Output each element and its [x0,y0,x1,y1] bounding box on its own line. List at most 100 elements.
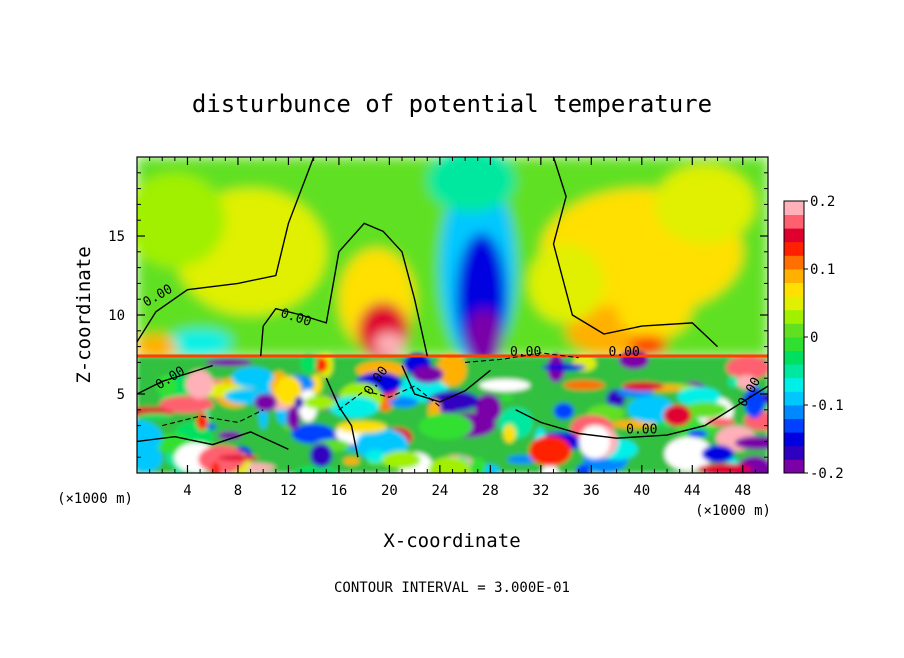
colorbar-swatch [784,377,804,392]
field-blob-lower [274,376,302,406]
colorbar-swatch [784,337,804,351]
heatmap-field [137,157,768,473]
field-blob-lower [218,454,259,461]
x-tick-label: 48 [734,483,751,499]
contour-line [515,385,768,439]
field-blob-lower [411,365,444,384]
field-blob-lower [541,465,559,473]
y-tick-label: 5 [117,387,125,403]
field-blob-lower [579,425,611,459]
contour-lines [137,157,768,458]
colorbar-tick-label: -0.2 [810,466,844,482]
field-blob-upper [528,243,604,323]
x-tick-label: 8 [234,483,242,499]
colorbar-swatch [784,445,804,460]
colorbar-tick-label: -0.1 [810,398,844,414]
contour-label: 0.00 [510,345,541,360]
field-blob-lower [138,413,173,420]
field-blob-upper [427,157,516,213]
x-tick-label: 32 [532,483,549,499]
field-blob-lower [663,404,692,427]
colorbar-swatch [784,323,804,338]
field-blob-upper [137,172,226,268]
y-tick-label: 10 [108,308,125,324]
field-blob-lower [329,396,379,419]
contour-label: 0.00 [626,423,657,438]
interface-strip [137,354,768,358]
colorbar-swatch [784,241,804,256]
field-blob-lower [542,363,587,371]
contour-label: 0.00 [608,345,639,360]
field-blob-upper [374,332,405,355]
field-blob-lower [185,369,214,399]
field-blob-lower [610,420,656,429]
x-unit-label-left: (×1000 m) [57,491,133,507]
colorbar-tick-label: 0 [810,330,818,346]
x-axis-title: X-coordinate [383,530,520,552]
field-blob-lower [137,420,163,454]
field-blob-lower [734,435,768,450]
colorbar-tick-label: 0.1 [810,262,835,278]
field-blob-upper [466,308,502,366]
field-smooth [137,157,768,366]
field-blob-lower [418,413,473,440]
colorbar: 0.2 0.1 0 -0.1 -0.2 [783,194,844,482]
field-blob-lower [365,449,386,463]
x-tick-label: 12 [280,483,297,499]
colorbar-swatch [784,418,804,433]
field-blob-lower [343,457,360,466]
colorbar-swatch [784,214,804,229]
contour-line-dashed [162,409,264,427]
field-blob-lower [677,387,721,407]
colorbar-swatch [784,432,804,447]
field-blob-lower [159,395,214,414]
field-blob-lower [291,423,335,444]
field-blob-lower [196,412,208,430]
field-blob-lower [479,379,531,392]
x-unit-label-right: (×1000 m) [695,503,771,519]
field-blob-lower [553,402,574,420]
field-blob-lower [576,463,591,473]
x-tick-label: 28 [482,483,499,499]
contour-line [401,365,491,403]
x-tick-label: 36 [583,483,600,499]
field-blob-lower [310,443,333,468]
colorbar-swatch [784,282,804,297]
field-blob-lower [701,445,735,463]
field-blob-lower [500,394,514,401]
field-blob-lower [470,457,486,473]
colorbar-swatch [784,201,804,215]
x-tick-label: 44 [684,483,701,499]
field-blob-upper [629,335,668,355]
colorbar-swatch [784,255,804,270]
field-blob-lower [286,406,301,430]
field-blob-lower [507,455,538,464]
field-blob-lower [304,395,336,410]
contour-line-dashed [465,352,579,363]
colorbar-swatch [784,296,804,311]
colorbar-swatch [784,228,804,243]
field-blob-lower [529,435,572,467]
colorbar-swatch [784,309,804,324]
field-blob-upper [137,333,177,360]
field-blob-lower [382,450,421,469]
colorbar-swatch [784,269,804,283]
field-blob-lower [337,421,387,434]
field-blob-lower [388,396,419,408]
colorbar-swatch [784,350,804,365]
x-tick-label: 20 [381,483,398,499]
field-blob-lower [727,375,740,388]
field-blob-lower [697,463,753,473]
field-blob-lower [436,353,467,387]
field-blob-lower [563,380,605,391]
field-blob-lower [300,354,317,374]
field-blob-lower [205,358,253,367]
contour-line [260,222,428,357]
field-blob-lower [627,395,675,423]
chart-title: disturbunce of potential temperature [192,90,712,118]
field-blob-lower [294,396,304,409]
x-tick-label: 24 [431,483,448,499]
field-blob-lower [737,374,757,390]
